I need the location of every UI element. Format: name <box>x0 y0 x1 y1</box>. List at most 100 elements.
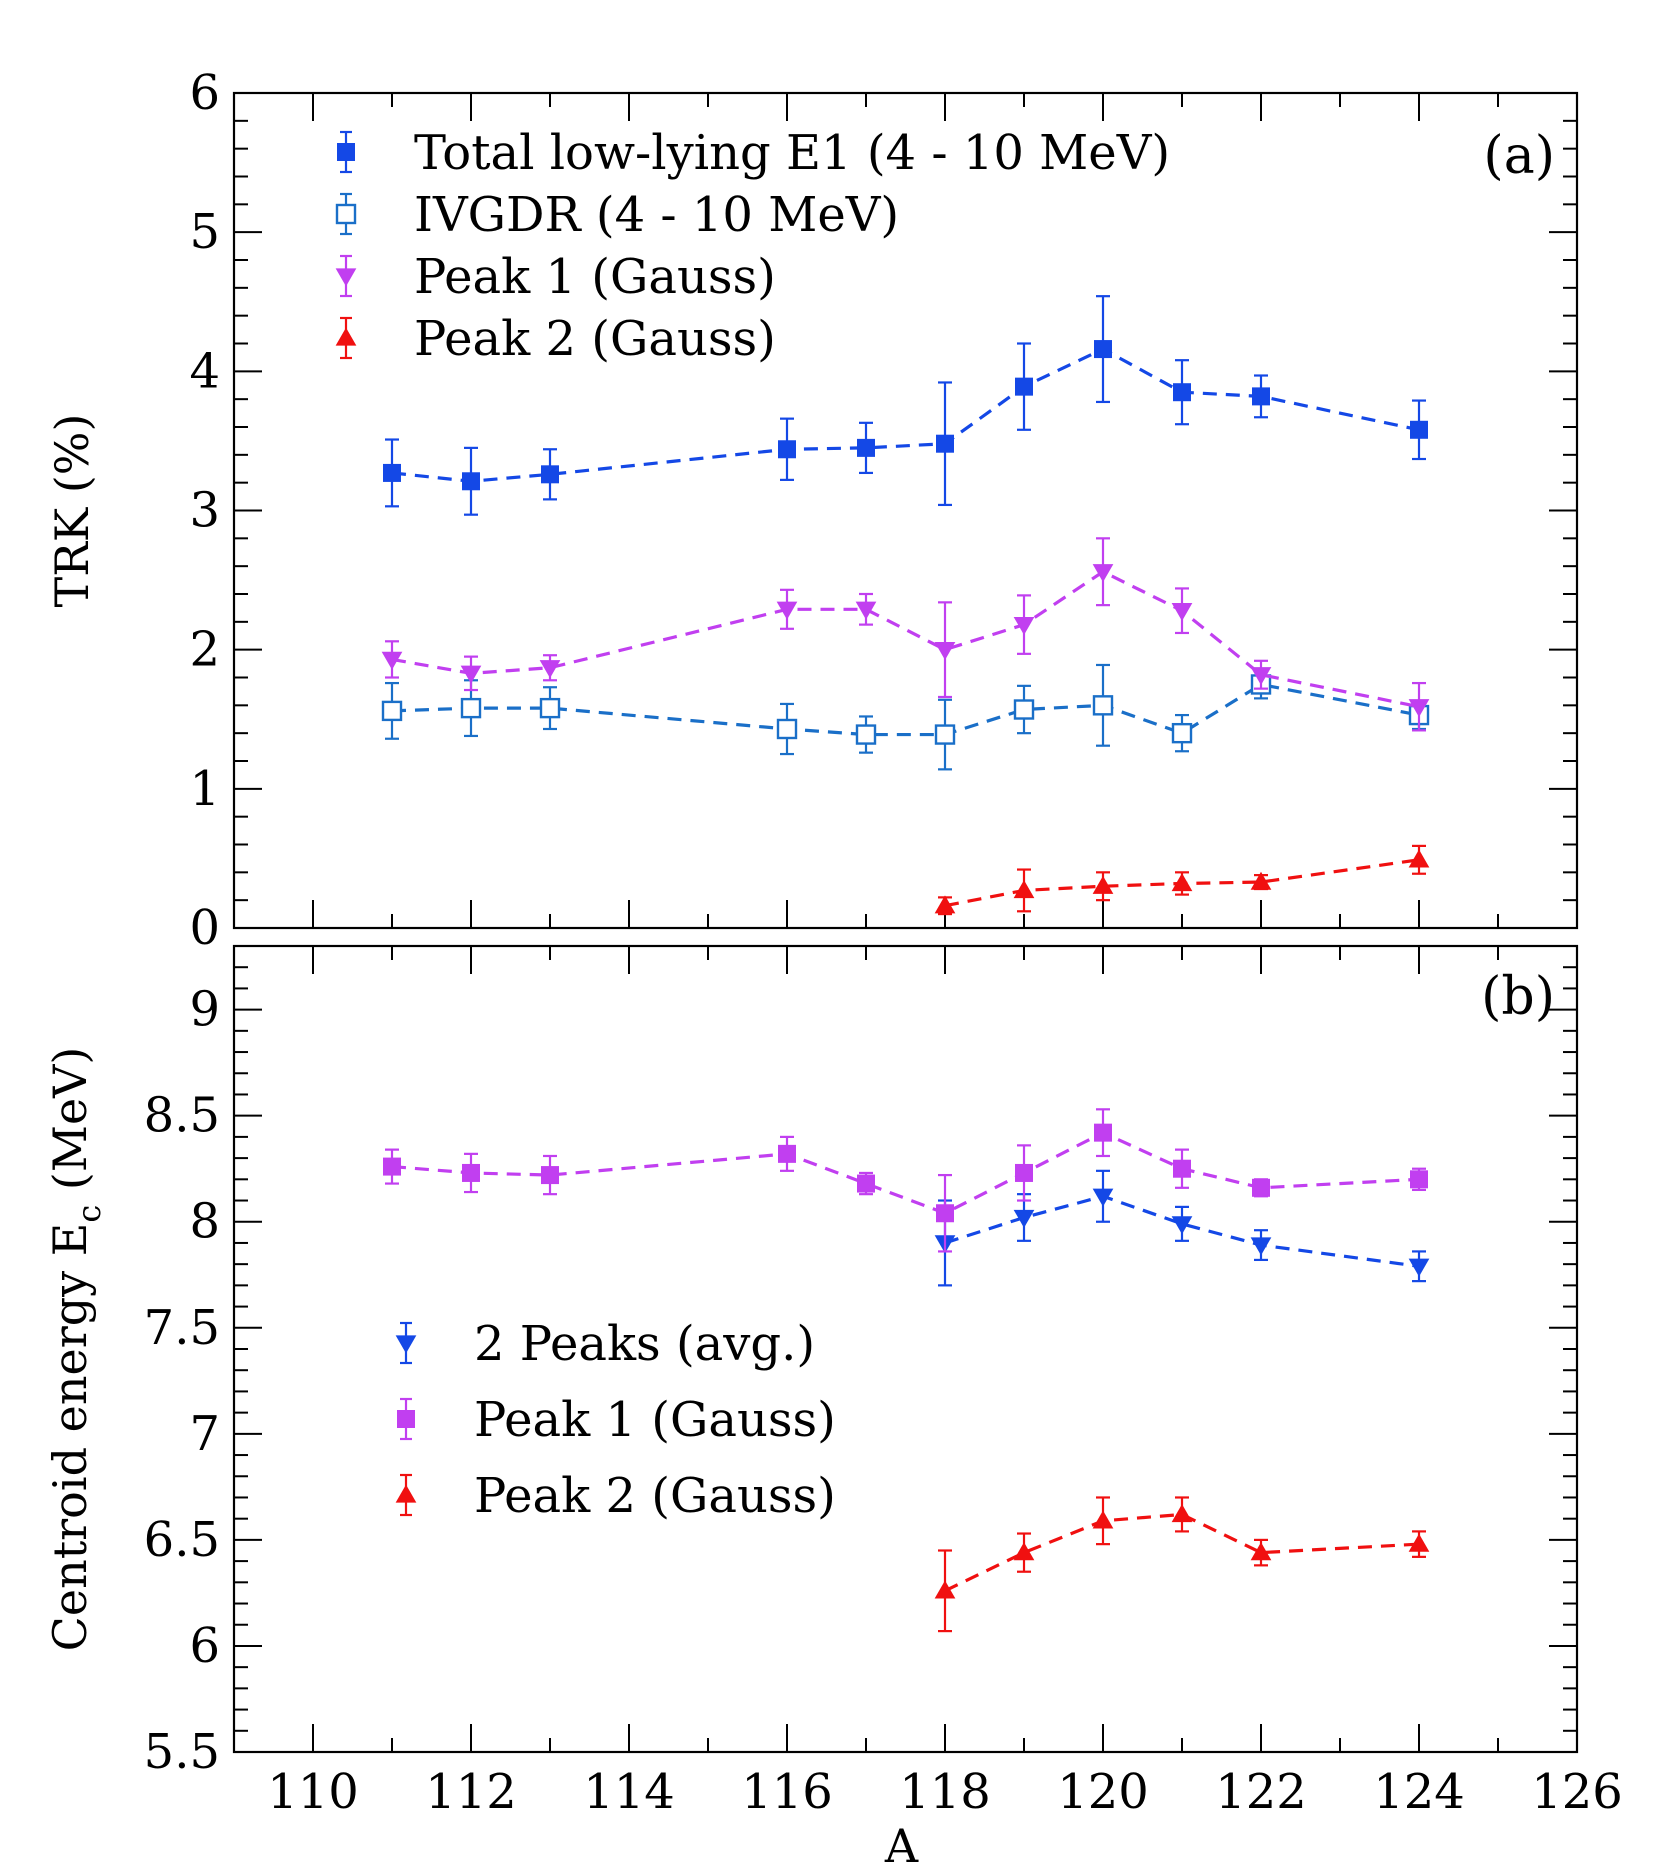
data-point <box>778 440 796 459</box>
series-line <box>944 1194 1420 1268</box>
data-point <box>541 1166 559 1185</box>
data-point <box>1173 383 1191 402</box>
x-tick-label: 110 <box>267 1764 359 1820</box>
series-0 <box>383 295 1428 516</box>
y-tick-label: 5 <box>189 204 220 260</box>
legend-entry: 2 Peaks (avg.) <box>395 1316 815 1372</box>
y-tick-label: 9 <box>189 982 220 1038</box>
panel-b: 110 112 114 116 118 120 122 124 126 5.5 6 6.5 7 7.5 8 8… <box>43 944 1623 1873</box>
data-point <box>936 434 954 453</box>
y-tick-label: 8.5 <box>144 1088 220 1144</box>
data-point <box>462 1163 480 1182</box>
panel-b-ylabel-unit: (MeV) <box>43 1047 97 1205</box>
y-tick-label: 7.5 <box>144 1300 220 1356</box>
data-point <box>383 1157 401 1176</box>
x-tick-label: 118 <box>899 1764 991 1820</box>
panel-b-frame <box>232 944 1579 1754</box>
legend-entry: Total low-lying E1 (4 - 10 MeV) <box>337 125 1170 181</box>
panel-b-ylabel: Centroid energy Ec (MeV) <box>43 1047 108 1652</box>
data-point <box>460 697 482 719</box>
legend-label: Peak 1 (Gauss) <box>474 1392 836 1448</box>
data-point <box>1410 420 1428 439</box>
panel-b-ylabel-sub: c <box>70 1205 108 1223</box>
legend-marker <box>335 203 357 225</box>
y-tick-label: 7 <box>189 1406 220 1462</box>
legend-label: Total low-lying E1 (4 - 10 MeV) <box>414 125 1170 181</box>
data-point <box>1013 880 1035 899</box>
data-point <box>1092 695 1114 716</box>
series-line <box>944 1512 1420 1593</box>
data-point <box>855 601 877 620</box>
data-point <box>1252 387 1270 406</box>
series-3 <box>934 844 1430 916</box>
data-point <box>778 1144 796 1163</box>
data-point <box>1171 873 1193 892</box>
y-tick-label: 0 <box>189 900 220 956</box>
data-point <box>1171 1216 1193 1235</box>
data-point <box>857 1174 875 1193</box>
legend-entry: IVGDR (4 - 10 MeV) <box>335 187 899 243</box>
data-point <box>539 697 561 719</box>
data-point <box>1250 1542 1272 1561</box>
legend-label: IVGDR (4 - 10 MeV) <box>414 187 899 243</box>
data-point <box>1092 564 1114 583</box>
data-point <box>1408 849 1430 868</box>
legend-entry: Peak 1 (Gauss) <box>335 249 776 305</box>
legend-marker <box>337 143 355 161</box>
data-point <box>1171 722 1193 744</box>
data-point <box>383 463 401 482</box>
legend-entry: Peak 1 (Gauss) <box>397 1392 836 1448</box>
data-point <box>1094 1123 1112 1142</box>
data-point <box>1171 603 1193 622</box>
data-point <box>1173 1159 1191 1178</box>
data-point <box>934 895 956 914</box>
data-point <box>1250 871 1272 890</box>
x-tick-label: 112 <box>425 1764 517 1820</box>
data-point <box>381 700 403 722</box>
series-2 <box>934 1496 1430 1633</box>
x-tick-label: 116 <box>741 1764 833 1820</box>
data-point <box>1013 1209 1035 1228</box>
data-point <box>1408 1258 1430 1277</box>
data-point <box>1013 1542 1035 1561</box>
panel-a: 0 1 2 3 4 5 6 Total low-lying E1 (4 - 10 MeV) I… <box>45 65 1579 956</box>
panel-b-label: (b) <box>1481 967 1555 1027</box>
data-point <box>1092 1510 1114 1529</box>
legend-marker <box>335 327 357 346</box>
x-tick-label: 120 <box>1057 1764 1149 1820</box>
legend-entry: Peak 2 (Gauss) <box>395 1468 836 1524</box>
panel-a-frame <box>232 91 1579 930</box>
panel-a-label: (a) <box>1483 126 1555 186</box>
data-point <box>1410 1170 1428 1189</box>
series-2 <box>381 537 1430 732</box>
legend-label: Peak 2 (Gauss) <box>414 311 776 367</box>
legend-label: Peak 1 (Gauss) <box>414 249 776 305</box>
data-point <box>1094 340 1112 359</box>
data-point <box>1252 1178 1270 1197</box>
series-1 <box>383 1108 1428 1253</box>
data-point <box>1408 1533 1430 1552</box>
y-tick-label: 6 <box>189 1618 220 1674</box>
data-point <box>1092 875 1114 894</box>
y-tick-label: 5.5 <box>144 1724 220 1780</box>
legend-label: 2 Peaks (avg.) <box>474 1316 815 1372</box>
data-point <box>1171 1504 1193 1523</box>
data-point <box>1408 699 1430 718</box>
data-point <box>1250 667 1272 686</box>
y-tick-label: 6 <box>189 65 220 121</box>
legend-marker <box>395 1335 417 1354</box>
x-tick-label: 114 <box>583 1764 675 1820</box>
x-tick-label: 124 <box>1373 1764 1465 1820</box>
legend-marker <box>397 1410 415 1428</box>
data-point <box>462 472 480 491</box>
data-point <box>934 642 956 661</box>
x-tick-label: 126 <box>1531 1764 1623 1820</box>
panel-a-ylabel: TRK (%) <box>45 414 99 608</box>
legend-marker <box>335 268 357 287</box>
legend-marker <box>395 1484 417 1503</box>
y-tick-label: 2 <box>189 622 220 678</box>
y-tick-label: 6.5 <box>144 1512 220 1568</box>
data-point <box>460 665 482 684</box>
data-point <box>1015 1163 1033 1182</box>
